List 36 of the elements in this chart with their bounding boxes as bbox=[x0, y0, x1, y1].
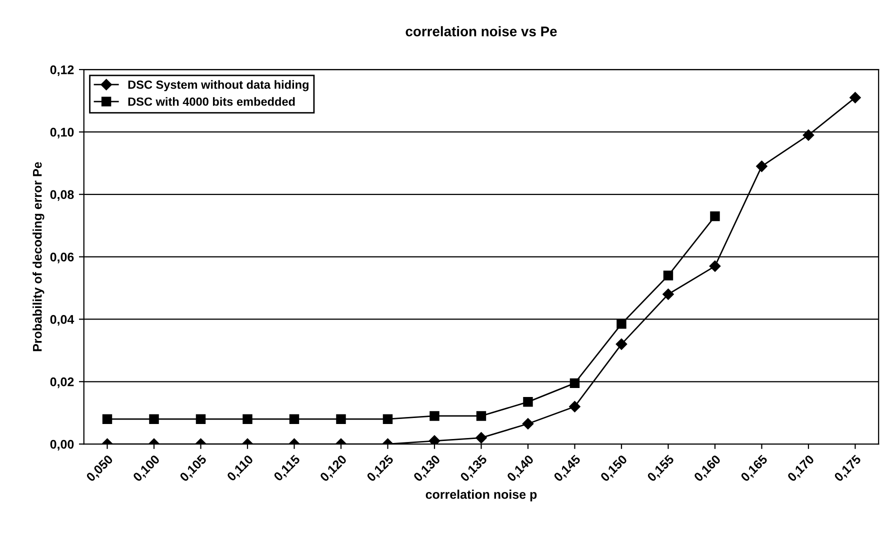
point bbox=[196, 414, 206, 424]
point bbox=[242, 414, 252, 424]
point bbox=[663, 270, 674, 280]
point bbox=[710, 211, 720, 222]
y-tick-label: 0,06 bbox=[50, 252, 74, 264]
point bbox=[476, 432, 487, 444]
point bbox=[616, 338, 628, 350]
x-axis-title: correlation noise p bbox=[426, 490, 537, 502]
point bbox=[523, 397, 533, 407]
point bbox=[476, 411, 486, 421]
point bbox=[569, 400, 580, 412]
point bbox=[149, 414, 159, 424]
y-tick-label: 0,10 bbox=[50, 128, 74, 138]
legend-label: DSC with 4000 bits embedded bbox=[128, 97, 295, 106]
point bbox=[616, 319, 626, 329]
chart-title: correlation noise vs Pe bbox=[406, 26, 557, 36]
point bbox=[522, 418, 534, 430]
point bbox=[102, 414, 112, 424]
point bbox=[428, 435, 440, 444]
legend-label: DSC System without data hiding bbox=[128, 80, 308, 92]
point bbox=[850, 92, 861, 104]
y-tick-label: 0,04 bbox=[50, 315, 74, 326]
y-tick-label: 0,12 bbox=[50, 65, 74, 76]
point bbox=[336, 414, 346, 424]
point bbox=[709, 260, 721, 272]
point bbox=[570, 378, 580, 388]
point bbox=[430, 411, 440, 421]
point bbox=[382, 414, 393, 424]
point bbox=[802, 129, 814, 141]
y-tick-label: 0,08 bbox=[50, 190, 74, 201]
point bbox=[289, 414, 300, 424]
y-axis-title: Probability of decoding error Pe bbox=[32, 162, 44, 352]
point bbox=[662, 288, 674, 300]
point bbox=[756, 160, 768, 172]
y-tick-label: 0,02 bbox=[50, 377, 74, 388]
y-tick-label: 0,00 bbox=[50, 440, 74, 451]
